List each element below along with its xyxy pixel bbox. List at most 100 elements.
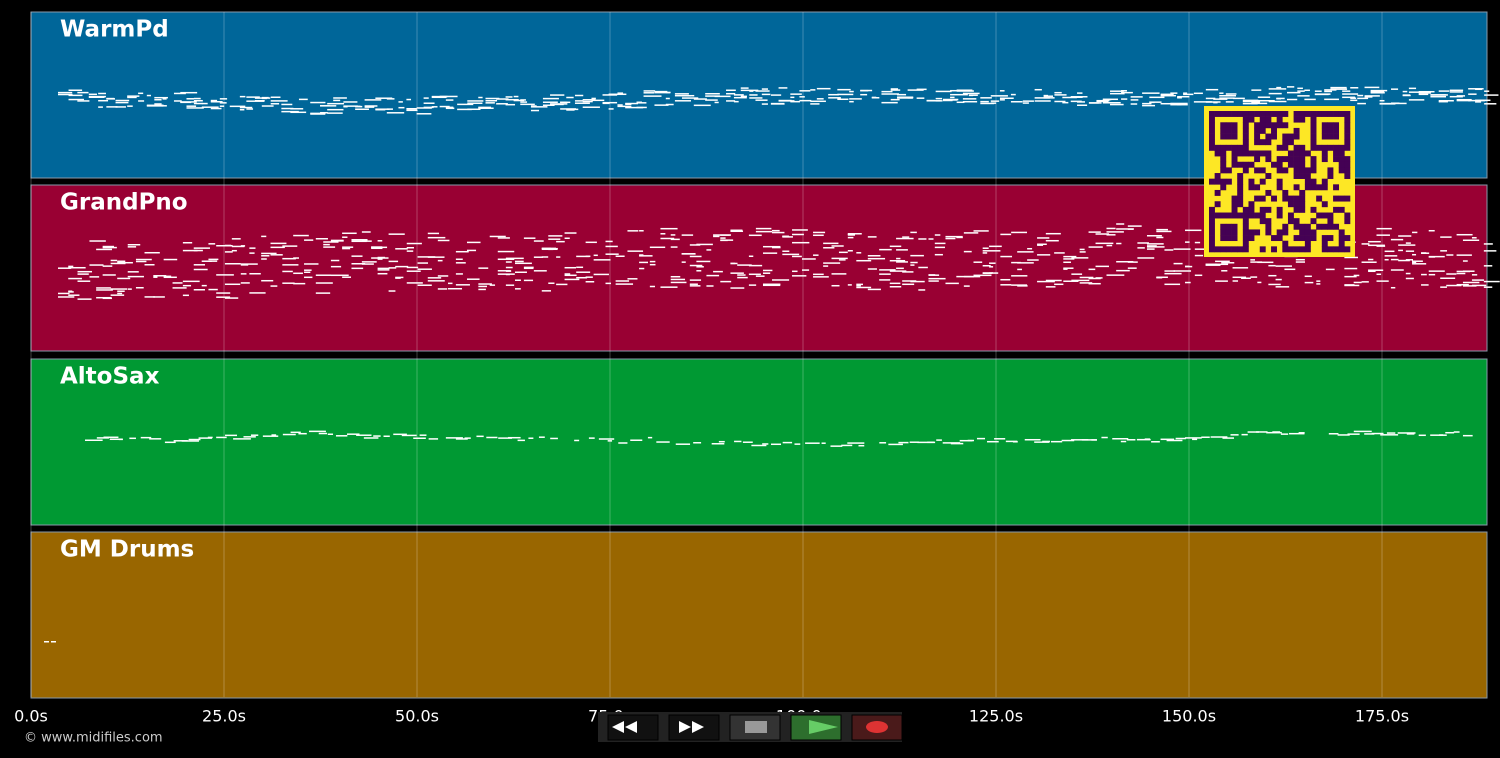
note: [889, 270, 907, 272]
qr-module: [1321, 127, 1328, 134]
qr-module: [1209, 116, 1215, 123]
note: [918, 238, 927, 240]
note: [304, 271, 311, 274]
note: [1268, 100, 1287, 103]
qr-module: [1316, 212, 1323, 219]
note: [497, 258, 515, 261]
qr-modules: [1209, 111, 1351, 253]
note: [564, 273, 571, 275]
note: [681, 253, 696, 255]
note: [593, 259, 611, 261]
note: [498, 437, 512, 439]
qr-module: [1254, 167, 1261, 174]
note: [355, 108, 369, 111]
note: [343, 105, 358, 107]
note: [890, 89, 901, 91]
note: [928, 274, 940, 276]
qr-module: [1282, 189, 1289, 196]
note: [224, 263, 241, 265]
note: [102, 274, 116, 276]
note: [867, 268, 877, 270]
qr-module: [1237, 212, 1244, 219]
note: [647, 436, 653, 439]
play-icon: [809, 720, 838, 734]
note: [304, 276, 313, 279]
note: [437, 288, 448, 290]
note: [593, 273, 609, 276]
note: [740, 89, 759, 92]
note: [749, 90, 754, 92]
note: [1194, 274, 1203, 277]
qr-module: [1327, 246, 1334, 253]
qr-module: [1254, 229, 1261, 236]
qr-module: [1214, 212, 1221, 219]
note: [1247, 431, 1260, 433]
note: [315, 274, 332, 276]
note: [782, 235, 790, 238]
qr-module: [1209, 223, 1215, 230]
note: [388, 267, 397, 269]
note: [1275, 286, 1290, 288]
qr-module: [1287, 212, 1294, 219]
qr-module: [1310, 178, 1317, 185]
qr-module: [1321, 178, 1328, 185]
note: [841, 444, 853, 447]
note: [1408, 87, 1417, 90]
note: [566, 108, 579, 111]
note: [445, 106, 454, 109]
note: [427, 280, 445, 282]
note: [956, 101, 965, 104]
qr-module: [1231, 235, 1238, 242]
note: [489, 235, 506, 238]
note: [1121, 98, 1128, 100]
note: [770, 103, 785, 105]
note: [1384, 255, 1398, 257]
note: [910, 261, 918, 264]
note: [281, 107, 294, 110]
note: [356, 434, 372, 436]
note: [582, 100, 593, 103]
qr-module: [1271, 235, 1277, 242]
note: [193, 102, 203, 105]
note: [550, 437, 558, 440]
note: [1379, 102, 1394, 105]
note: [293, 282, 306, 285]
note: [361, 231, 371, 233]
note: [505, 261, 512, 263]
note: [364, 99, 382, 101]
note: [216, 274, 234, 276]
note: [115, 106, 126, 108]
note: [918, 266, 928, 269]
note: [990, 95, 1008, 97]
note: [737, 274, 746, 276]
note: [1314, 90, 1322, 92]
qr-module: [1220, 167, 1227, 174]
note: [730, 287, 745, 289]
qr-module: [1220, 178, 1227, 185]
note: [427, 256, 445, 258]
note: [1144, 438, 1151, 440]
note: [478, 106, 492, 109]
note: [696, 260, 711, 263]
note: [243, 436, 256, 438]
note: [636, 106, 647, 109]
note: [1405, 259, 1414, 261]
note: [514, 260, 524, 263]
note: [1350, 99, 1358, 102]
note: [830, 445, 843, 447]
note: [918, 289, 926, 291]
note: [1156, 228, 1168, 231]
qr-module: [1282, 122, 1289, 129]
note: [1225, 94, 1233, 97]
qr-module: [1333, 223, 1340, 230]
qr-module: [1316, 195, 1323, 202]
note: [58, 91, 73, 94]
qr-module: [1237, 150, 1244, 157]
qr-module: [1299, 235, 1306, 242]
note: [1205, 264, 1221, 266]
qr-module: [1248, 178, 1255, 185]
note: [1194, 254, 1204, 257]
note: [1402, 94, 1411, 97]
qr-module: [1220, 246, 1227, 253]
note: [68, 98, 84, 101]
